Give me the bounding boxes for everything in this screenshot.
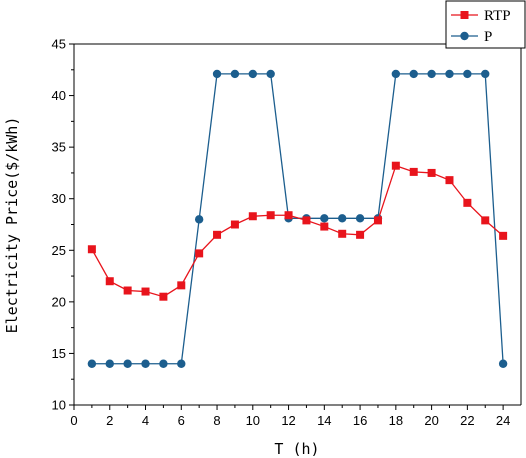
data-point bbox=[445, 176, 454, 185]
data-point bbox=[498, 359, 508, 368]
data-point bbox=[212, 69, 222, 79]
data-point bbox=[320, 222, 329, 231]
data-point bbox=[427, 69, 436, 79]
data-point bbox=[356, 230, 365, 239]
data-point bbox=[213, 230, 222, 239]
data-point bbox=[409, 167, 418, 176]
data-point bbox=[284, 211, 293, 220]
data-point bbox=[391, 161, 400, 170]
data-point bbox=[266, 69, 275, 79]
legend-item: RTP bbox=[451, 8, 511, 24]
legend-marker bbox=[460, 11, 469, 19]
x-tick-label: 8 bbox=[213, 413, 220, 428]
x-axis-ticks: 0 2 4 6 8 10 12 14 16 18 20 22 24 bbox=[70, 405, 510, 428]
data-point bbox=[141, 287, 150, 296]
y-tick-label: 10 bbox=[52, 398, 66, 413]
y-tick-label: 45 bbox=[52, 37, 66, 52]
legend-marker bbox=[460, 31, 469, 41]
data-point bbox=[177, 281, 186, 290]
data-point bbox=[481, 216, 490, 225]
data-point bbox=[87, 359, 97, 368]
data-point bbox=[248, 69, 257, 79]
legend: RTP P bbox=[445, 0, 526, 49]
plot-frame bbox=[73, 43, 522, 406]
data-point bbox=[499, 231, 508, 240]
x-tick-label: 16 bbox=[353, 413, 367, 428]
data-point bbox=[338, 214, 347, 223]
y-tick-label: 15 bbox=[52, 346, 66, 361]
y-tick-label: 35 bbox=[52, 140, 66, 155]
x-tick-label: 24 bbox=[496, 413, 510, 428]
series-p bbox=[87, 69, 508, 368]
data-point bbox=[445, 69, 454, 79]
y-tick-label: 40 bbox=[52, 88, 66, 103]
y-axis-ticks: 10 15 20 25 30 35 40 45 bbox=[52, 37, 74, 413]
series-line bbox=[91, 164, 504, 298]
x-tick-label: 22 bbox=[460, 413, 474, 428]
data-point bbox=[266, 211, 275, 220]
data-point bbox=[391, 69, 401, 79]
legend-label: P bbox=[484, 29, 492, 45]
x-tick-label: 18 bbox=[389, 413, 403, 428]
data-point bbox=[159, 292, 168, 301]
data-point bbox=[463, 69, 472, 79]
data-point bbox=[105, 359, 114, 368]
data-point bbox=[373, 216, 382, 225]
data-point bbox=[195, 249, 204, 258]
y-axis-title: Electricity Price($/kWh) bbox=[3, 117, 21, 334]
data-point bbox=[338, 229, 347, 238]
y-tick-label: 20 bbox=[52, 294, 66, 309]
series-line bbox=[91, 73, 504, 365]
data-point bbox=[409, 69, 418, 79]
data-point bbox=[302, 216, 311, 225]
data-point bbox=[355, 214, 365, 223]
x-tick-label: 4 bbox=[142, 413, 149, 428]
series-layer bbox=[87, 69, 508, 368]
data-point bbox=[194, 215, 204, 224]
data-point bbox=[481, 69, 490, 79]
data-point bbox=[123, 286, 132, 295]
x-tick-label: 20 bbox=[424, 413, 438, 428]
y-tick-label: 25 bbox=[52, 243, 66, 258]
data-point bbox=[463, 198, 472, 207]
data-point bbox=[141, 359, 150, 368]
data-point bbox=[87, 245, 96, 254]
data-point bbox=[230, 220, 239, 229]
series-rtp bbox=[87, 161, 508, 301]
data-point bbox=[105, 277, 114, 286]
data-point bbox=[159, 359, 168, 368]
legend-item: P bbox=[451, 29, 492, 45]
legend-label: RTP bbox=[484, 8, 511, 24]
x-tick-label: 12 bbox=[281, 413, 295, 428]
data-point bbox=[248, 212, 257, 221]
data-point bbox=[123, 359, 132, 368]
data-point bbox=[230, 69, 240, 79]
x-tick-label: 14 bbox=[317, 413, 331, 428]
x-tick-label: 6 bbox=[178, 413, 185, 428]
x-tick-label: 2 bbox=[106, 413, 113, 428]
data-point bbox=[177, 359, 186, 368]
data-point bbox=[427, 168, 436, 177]
x-axis-title: T (h) bbox=[274, 440, 319, 458]
data-point bbox=[320, 214, 329, 223]
legend-box bbox=[445, 0, 526, 49]
x-tick-label: 0 bbox=[70, 413, 77, 428]
x-tick-label: 10 bbox=[246, 413, 260, 428]
y-tick-label: 30 bbox=[52, 191, 66, 206]
